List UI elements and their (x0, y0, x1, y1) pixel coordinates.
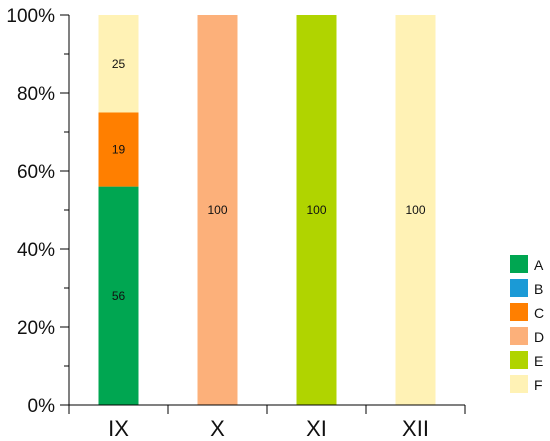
x-tick-label: X (210, 416, 225, 441)
x-tick-label: IX (108, 416, 129, 441)
legend-swatch-A (510, 255, 528, 273)
legend-swatch-C (510, 303, 528, 321)
data-label-IX-C: 19 (112, 143, 126, 157)
legend-swatch-E (510, 351, 528, 369)
bar-segment-IX-C (98, 112, 139, 187)
bars-group: 56 19 25 100 100 100 (98, 15, 436, 405)
data-label-XI-E: 100 (306, 203, 326, 217)
y-tick-label: 20% (17, 318, 55, 339)
data-label-X-D: 100 (207, 203, 227, 217)
x-tick-label: XII (402, 416, 429, 441)
y-tick-label: 40% (17, 240, 55, 261)
y-tick-label: 100% (6, 6, 55, 27)
legend-label-B: B (534, 281, 543, 297)
legend-label-C: C (534, 305, 544, 321)
bar-segment-IX-F (98, 15, 139, 113)
bar-segment-XII-F (395, 15, 436, 405)
legend-swatch-D (510, 327, 528, 345)
legend-label-F: F (534, 377, 543, 393)
legend-label-A: A (534, 257, 544, 273)
bar-segment-IX-A (98, 186, 139, 405)
x-tick-label: XI (306, 416, 327, 441)
legend-label-E: E (534, 353, 543, 369)
y-tick-label: 0% (28, 396, 56, 417)
y-tick-label: 80% (17, 84, 55, 105)
y-tick-label: 60% (17, 162, 55, 183)
legend-swatch-B (510, 279, 528, 297)
axes-group: 0% 20% 40% 60% 80% 100% IX X XI XII (6, 6, 466, 441)
bar-segment-XI-E (296, 15, 337, 405)
bar-segment-X-D (197, 15, 238, 405)
data-label-XII-F: 100 (405, 203, 425, 217)
data-label-IX-F: 25 (112, 57, 126, 71)
legend-swatch-F (510, 375, 528, 393)
data-label-IX-A: 56 (112, 289, 126, 303)
legend-label-D: D (534, 329, 544, 345)
